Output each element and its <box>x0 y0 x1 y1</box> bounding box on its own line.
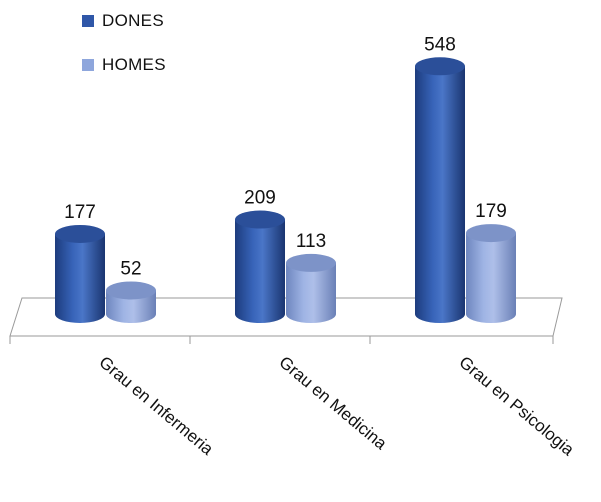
bar-dones-0 <box>55 224 105 323</box>
value-label-dones-2: 548 <box>424 34 456 55</box>
legend: DONES HOMES <box>82 10 166 98</box>
legend-label-homes: HOMES <box>102 55 166 74</box>
value-label-dones-0: 177 <box>64 202 96 223</box>
category-label-1: Grau en Medicina <box>275 353 390 454</box>
bar-homes-0 <box>106 281 156 323</box>
bar-homes-1 <box>286 253 336 323</box>
value-label-dones-1: 209 <box>244 188 276 209</box>
legend-item-homes: HOMES <box>82 54 166 76</box>
legend-item-dones: DONES <box>82 10 166 32</box>
bar-dones-2 <box>415 57 465 323</box>
legend-swatch-homes <box>82 59 94 71</box>
legend-label-dones: DONES <box>102 11 164 30</box>
value-label-homes-2: 179 <box>475 201 507 222</box>
value-label-homes-0: 52 <box>120 258 141 279</box>
value-label-homes-1: 113 <box>296 231 326 252</box>
bar-homes-2 <box>466 224 516 323</box>
bar-dones-1 <box>235 210 285 323</box>
legend-swatch-dones <box>82 15 94 27</box>
category-label-2: Grau en Psicologia <box>455 353 578 460</box>
bars-layer <box>55 57 516 323</box>
category-label-0: Grau en Infermeria <box>95 353 217 460</box>
